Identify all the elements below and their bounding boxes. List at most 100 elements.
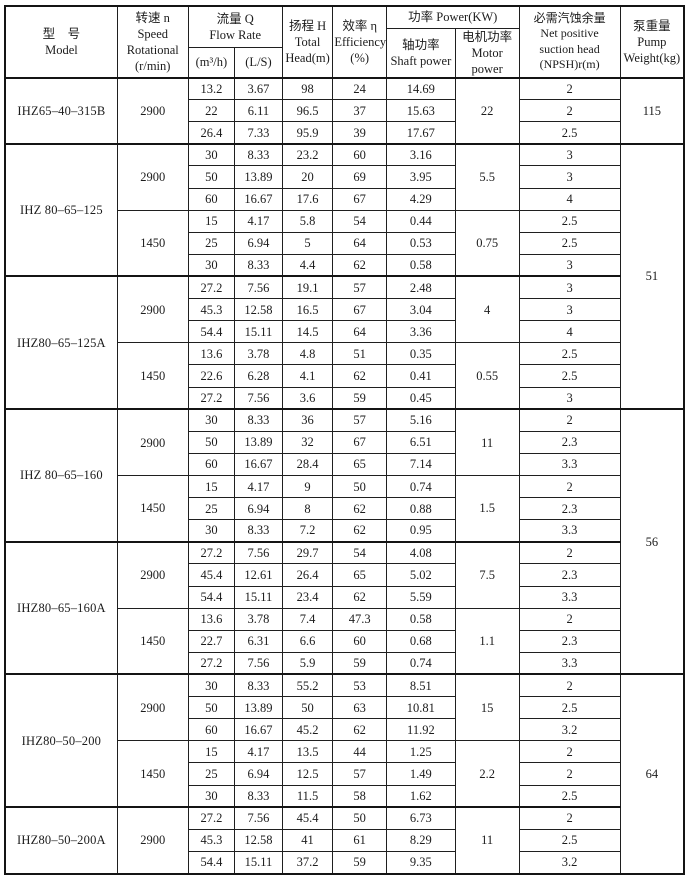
weight-cell: 51 [619,142,685,410]
efficiency-cell: 67 [332,187,387,211]
npsh-cell: 2 [518,806,621,830]
header-weight: 泵重量 Pump Weight(kg) [619,5,685,78]
speed-cell: 1450 [116,209,189,277]
pump-spec-table: 型 号 Model 转速 n Speed Rotational (r/min) … [4,5,685,875]
npsh-cell: 3 [518,298,621,322]
flow-ls-cell: 6.94 [234,762,283,786]
shaft-power-cell: 4.08 [385,540,456,565]
motor-power-cell: 7.5 [454,540,520,609]
shaft-power-cell: 2.48 [385,275,456,300]
npsh-cell: 2 [518,740,621,764]
spec-row: 45.3 12.58 16.5 67 3.04 3 [5,298,684,322]
flow-m3h-cell: 30 [187,253,236,277]
flow-m3h-cell: 60 [187,452,236,476]
npsh-cell: 4 [518,187,621,211]
npsh-cell: 2 [518,607,621,631]
flow-m3h-cell: 60 [187,718,236,742]
speed-cell: 2900 [116,806,189,875]
shaft-power-cell: 6.73 [385,806,456,830]
flow-m3h-cell: 45.3 [187,298,236,322]
flow-m3h-cell: 22.7 [187,629,236,653]
flow-m3h-cell: 15 [187,474,236,499]
flow-m3h-cell: 26.4 [187,121,236,145]
motor-power-cell: 5.5 [454,142,520,211]
spec-row: IHZ80–65–160A 2900 27.2 7.56 29.7 54 4.08 7.5 2 [4,540,684,675]
efficiency-cell: 65 [332,563,387,587]
spec-row: 45.4 12.61 26.4 65 5.02 2.3 [5,563,684,587]
shaft-power-cell: 3.04 [385,298,456,322]
flow-ls-cell: 12.58 [234,828,283,852]
efficiency-cell: 59 [332,850,387,875]
head-cell: 98 [281,76,334,101]
head-cell: 5.8 [281,209,334,233]
npsh-cell: 2.5 [518,828,621,852]
head-cell: 9 [281,474,334,499]
npsh-cell: 3 [518,253,621,277]
header-head: 扬程 H Total Head(m) [281,5,334,78]
npsh-cell: 2.5 [518,696,621,720]
motor-power-cell: 1.5 [454,474,520,543]
motor-power-cell: 0.55 [454,342,520,410]
model-cell: IHZ 80–65–160 [4,408,118,543]
efficiency-cell: 62 [332,253,387,277]
shaft-power-cell: 1.25 [385,740,456,764]
spec-row: IHZ 80–65–125 2900 30 8.33 23.2 60 3.16 5.5 3 51 [4,142,685,410]
header-speed: 转速 n Speed Rotational (r/min) [116,5,189,78]
npsh-cell: 3 [518,165,621,189]
flow-ls-cell: 15.11 [234,585,283,609]
head-cell: 17.6 [281,187,334,211]
efficiency-cell: 67 [332,298,387,322]
npsh-cell: 2 [518,76,621,101]
npsh-cell: 3 [518,142,621,167]
model-cell: IHZ80–50–200A [4,806,118,875]
header-shaft-power: 轴功率 Shaft power [385,27,456,78]
shaft-power-cell: 3.95 [385,165,456,189]
efficiency-cell: 54 [332,540,387,565]
flow-m3h-cell: 27.2 [187,540,236,565]
speed-cell: 2900 [116,275,189,344]
head-cell: 5.9 [281,651,334,675]
head-cell: 16.5 [281,298,334,322]
head-cell: 41 [281,828,334,852]
efficiency-cell: 57 [332,408,387,432]
head-cell: 7.4 [281,607,334,631]
shaft-power-cell: 5.16 [385,408,456,432]
flow-m3h-cell: 25 [187,762,236,786]
efficiency-cell: 57 [332,762,387,786]
flow-m3h-cell: 25 [187,497,236,521]
flow-ls-cell: 13.89 [234,696,283,720]
efficiency-cell: 39 [332,121,387,145]
head-cell: 23.2 [281,142,334,167]
efficiency-cell: 67 [332,430,387,454]
efficiency-cell: 64 [332,320,387,344]
head-cell: 8 [281,497,334,521]
npsh-cell: 3 [518,386,621,410]
efficiency-cell: 62 [332,585,387,609]
spec-row: 54.4 15.11 23.4 62 5.59 3.3 [5,585,684,609]
speed-cell: 1450 [116,607,189,675]
spec-row: 25 6.94 12.5 57 1.49 2 [5,762,684,786]
flow-m3h-cell: 15 [187,209,236,233]
speed-cell: 2900 [116,76,189,145]
spec-row: 1450 13.6 3.78 4.8 51 0.35 0.55 2.5 [5,342,684,410]
efficiency-cell: 44 [332,740,387,764]
flow-ls-cell: 12.61 [234,563,283,587]
npsh-cell: 4 [518,320,621,344]
flow-ls-cell: 6.28 [234,364,283,388]
flow-ls-cell: 7.33 [234,121,283,145]
flow-ls-cell: 16.67 [234,187,283,211]
flow-m3h-cell: 50 [187,430,236,454]
shaft-power-cell: 11.92 [385,718,456,742]
npsh-cell: 2 [518,673,621,698]
npsh-cell: 2.3 [518,497,621,521]
efficiency-cell: 64 [332,231,387,255]
header-npsh: 必需汽蚀余量 Net positive suction head (NPSH)r… [518,5,621,78]
efficiency-cell: 62 [332,519,387,543]
efficiency-cell: 62 [332,718,387,742]
flow-m3h-cell: 30 [187,519,236,543]
efficiency-cell: 62 [332,497,387,521]
head-cell: 5 [281,231,334,255]
head-cell: 45.4 [281,806,334,830]
npsh-cell: 2 [518,540,621,565]
